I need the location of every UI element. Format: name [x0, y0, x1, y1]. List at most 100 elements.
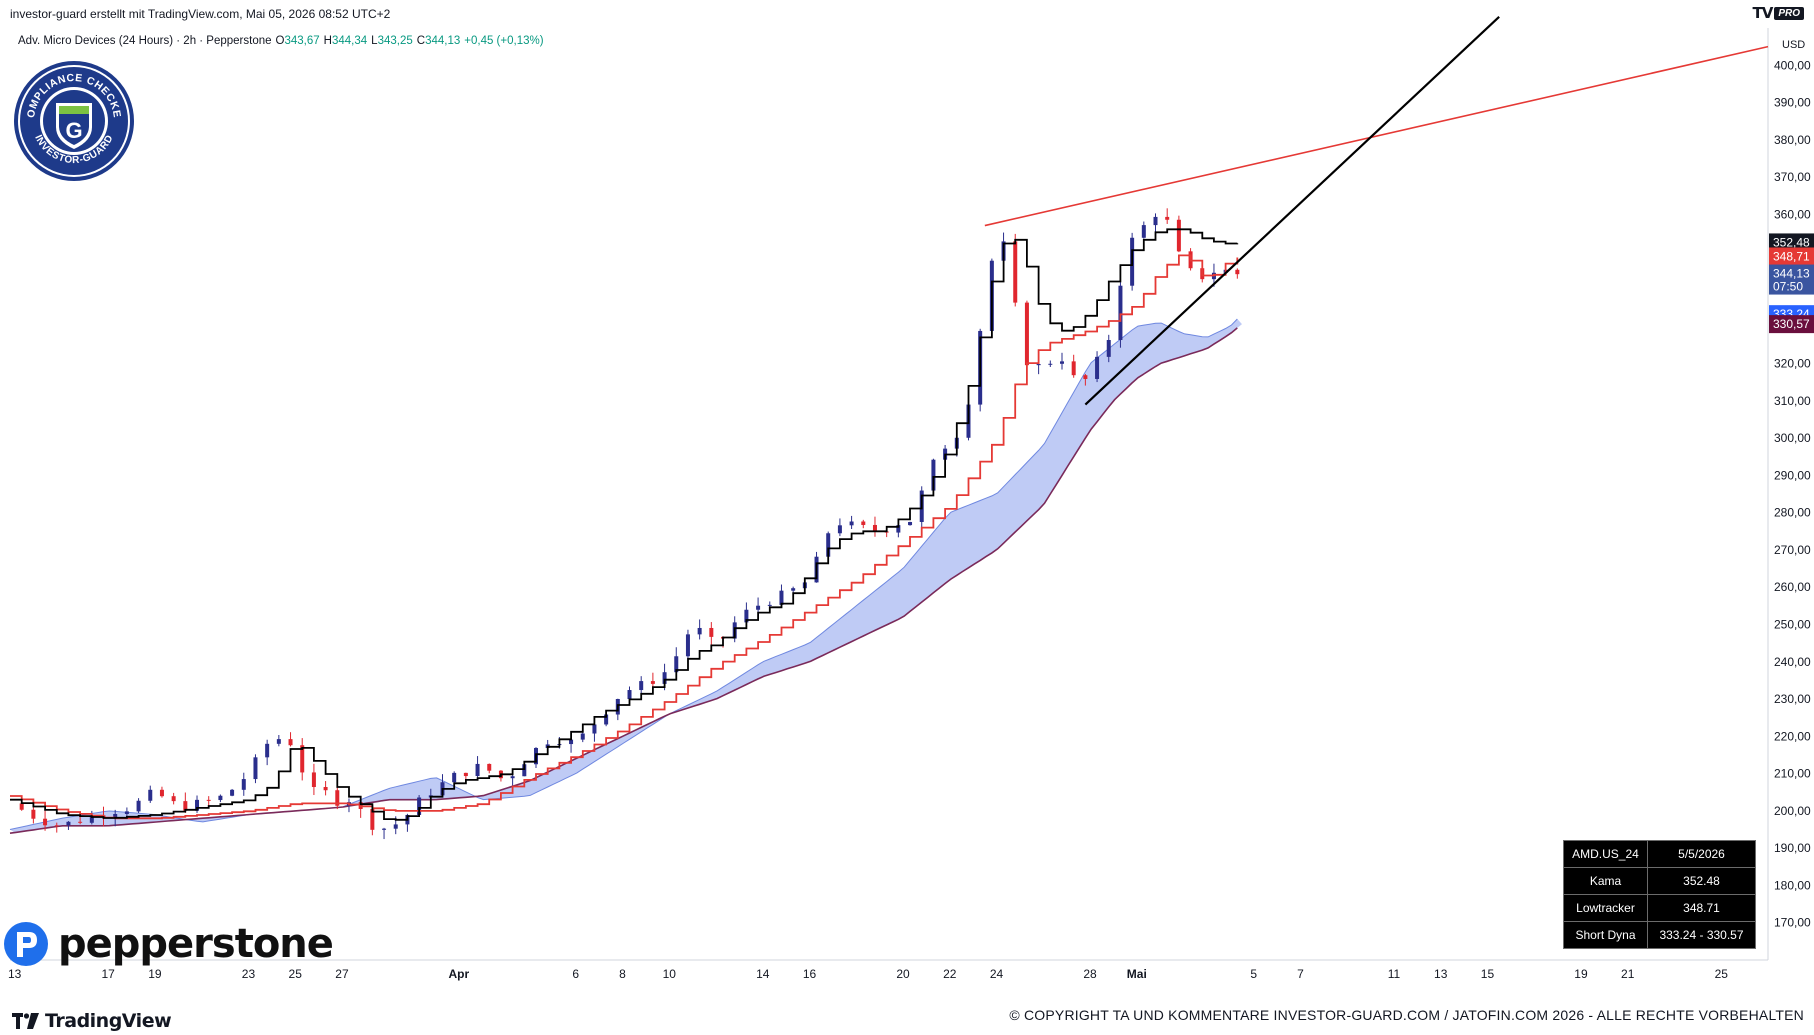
publish-caption: investor-guard erstellt mit TradingView.… — [10, 7, 391, 21]
candle-body — [627, 690, 632, 699]
candle-body — [1083, 375, 1088, 379]
low-value: 343,25 — [377, 35, 413, 47]
symbol-legend[interactable]: Adv. Micro Devices (24 Hours) · 2h · Pep… — [18, 35, 544, 47]
candle-body — [31, 809, 36, 819]
table-row: Short Dyna 333.24 - 330.57 — [1563, 921, 1756, 949]
candle-body — [1153, 216, 1158, 226]
candle-body — [697, 627, 702, 635]
high-value: 344,34 — [331, 35, 368, 47]
resistance-trendline — [984, 45, 1769, 227]
y-tick-label: 190,00 — [1774, 841, 1811, 855]
candle-body — [300, 745, 305, 773]
y-tick-label: 260,00 — [1774, 580, 1811, 594]
candle-body — [218, 795, 223, 801]
indicator-table: AMD.US_24 5/5/2026 Kama 352.48 Lowtracke… — [1563, 840, 1756, 949]
candle-body — [1095, 356, 1100, 379]
candle-body — [510, 776, 515, 779]
candle-body — [452, 772, 457, 783]
candle-body — [288, 739, 293, 746]
close-label: C — [416, 35, 426, 47]
candle-body — [767, 604, 772, 606]
x-tick-label: 13 — [1434, 967, 1448, 981]
y-tick-label: 240,00 — [1774, 655, 1811, 669]
candle-body — [837, 525, 842, 534]
candle-body — [335, 790, 340, 806]
candle-body — [522, 764, 527, 777]
candle-body — [206, 799, 211, 801]
table-date: 5/5/2026 — [1647, 840, 1756, 868]
candle-body — [779, 590, 784, 605]
x-tick-label: 21 — [1621, 967, 1635, 981]
close-value: 344,13 — [425, 35, 461, 47]
x-tick-label: 17 — [102, 967, 116, 981]
table-value: 333.24 - 330.57 — [1647, 921, 1756, 949]
y-tick-label: 310,00 — [1774, 394, 1811, 408]
candle-body — [872, 524, 877, 532]
candle-body — [1071, 361, 1076, 376]
lowtracker-line — [10, 254, 1239, 820]
candle-body — [861, 521, 866, 525]
candle-body — [1024, 302, 1029, 366]
x-tick-label: 14 — [756, 967, 770, 981]
pepperstone-logo: pepperstone — [0, 920, 334, 968]
candle-body — [1013, 241, 1018, 303]
candle-body — [1235, 269, 1240, 275]
candle-body — [756, 605, 761, 610]
candle-body — [1165, 216, 1170, 220]
candle-body — [931, 459, 936, 491]
candle-body — [276, 739, 281, 744]
x-tick-label: 22 — [943, 967, 957, 981]
candle-body — [1048, 363, 1053, 365]
x-tick-label: 11 — [1388, 967, 1401, 981]
price-label-box — [1769, 247, 1814, 266]
candle-body — [487, 763, 492, 771]
short-dyna-lower-line — [9, 327, 1238, 834]
pepperstone-p-icon — [4, 922, 48, 966]
table-label: Kama — [1563, 867, 1648, 895]
price-label-text: 344,13 — [1773, 267, 1810, 281]
y-tick-label: 300,00 — [1774, 431, 1811, 445]
tradingview-pro-badge: TV PRO — [1752, 4, 1804, 22]
y-tick-label: 390,00 — [1774, 96, 1811, 110]
y-tick-label: 370,00 — [1774, 170, 1811, 184]
tradingview-wordmark: TradingView — [45, 1010, 172, 1032]
candle-body — [54, 825, 59, 827]
candle-body — [382, 828, 387, 830]
x-tick-label: 25 — [1715, 967, 1729, 981]
tradingview-icon — [12, 1013, 39, 1029]
y-tick-label: 220,00 — [1774, 729, 1811, 743]
x-tick-label: 15 — [1481, 967, 1495, 981]
y-tick-label: 290,00 — [1774, 468, 1811, 482]
candle-body — [1106, 340, 1111, 357]
candle-body — [323, 787, 328, 791]
candle-body — [744, 609, 749, 623]
low-label: L — [371, 35, 378, 47]
candle-body — [1036, 363, 1041, 366]
tradingview-logo: TradingView — [12, 1010, 172, 1032]
price-label-box — [1769, 233, 1814, 252]
price-label-box — [1769, 264, 1814, 295]
candle-body — [1118, 285, 1123, 341]
x-tick-label: 25 — [289, 967, 303, 981]
table-label: Lowtracker — [1563, 894, 1648, 922]
candle-body — [662, 672, 667, 684]
x-tick-label: Apr — [449, 967, 470, 981]
copyright-notice: © COPYRIGHT TA UND KOMMENTARE INVESTOR-G… — [1009, 1007, 1804, 1023]
candle-body — [89, 815, 94, 823]
candle-body — [580, 733, 585, 740]
table-value: 352.48 — [1647, 867, 1756, 895]
y-tick-label: 400,00 — [1774, 58, 1811, 72]
y-tick-label: 170,00 — [1774, 916, 1811, 930]
candle-body — [195, 799, 200, 811]
table-label: Short Dyna — [1563, 921, 1648, 949]
candle-body — [639, 681, 644, 691]
x-tick-label: 16 — [803, 967, 817, 981]
price-label-box — [1769, 315, 1814, 334]
candle-body — [896, 525, 901, 533]
candle-body — [171, 796, 176, 802]
candle-body — [463, 772, 468, 777]
candle-body — [148, 789, 153, 801]
y-tick-label: 280,00 — [1774, 506, 1811, 520]
candle-body — [159, 789, 164, 797]
